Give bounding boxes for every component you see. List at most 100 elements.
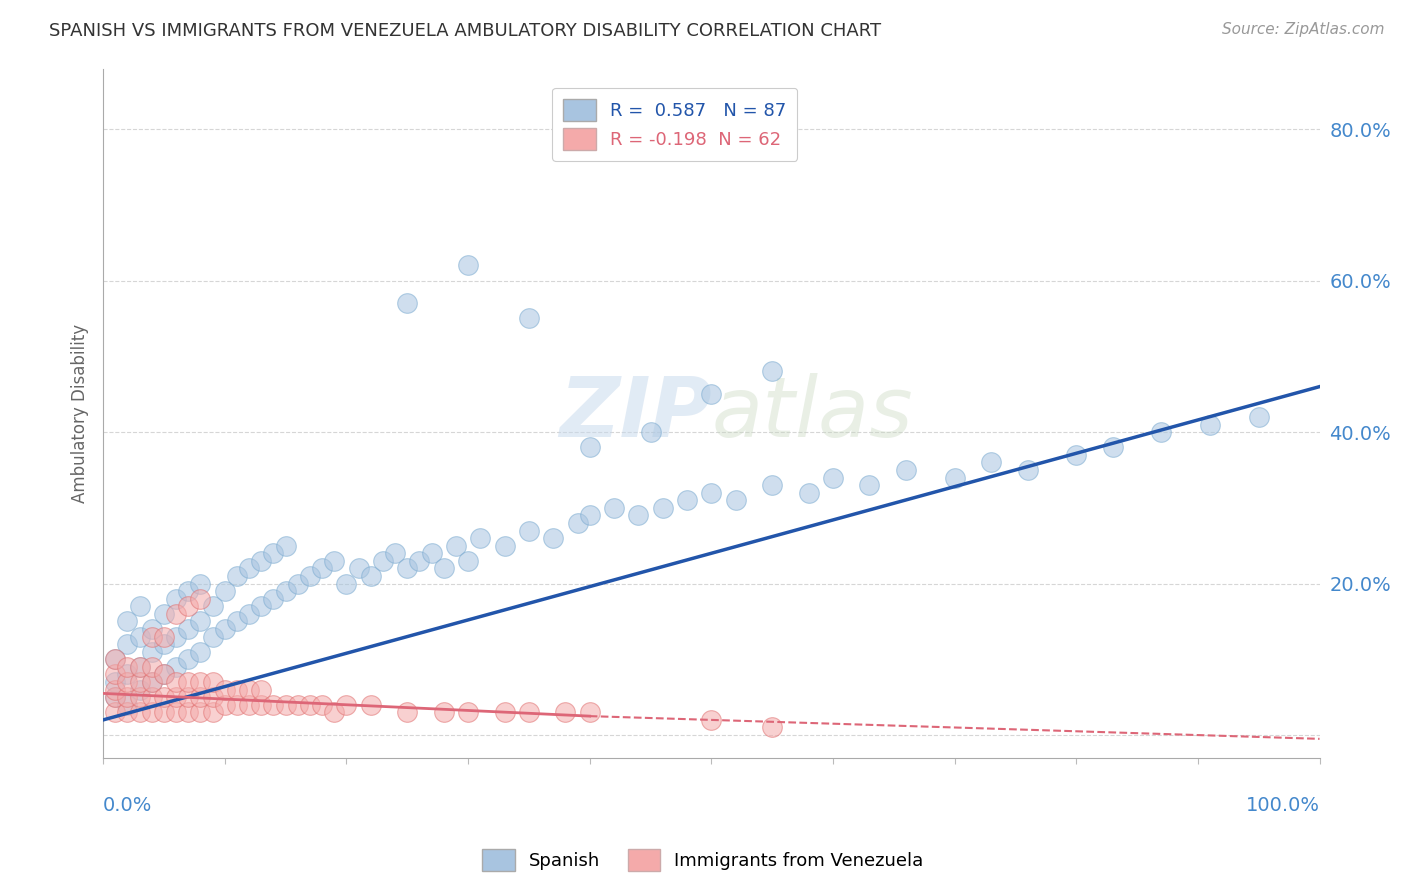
Point — [104, 667, 127, 681]
Point — [360, 569, 382, 583]
Legend: R =  0.587   N = 87, R = -0.198  N = 62: R = 0.587 N = 87, R = -0.198 N = 62 — [553, 88, 797, 161]
Point — [226, 615, 249, 629]
Point — [700, 713, 723, 727]
Point — [165, 660, 187, 674]
Point — [104, 682, 127, 697]
Point — [128, 630, 150, 644]
Point — [651, 500, 673, 515]
Point — [567, 516, 589, 530]
Point — [274, 584, 297, 599]
Point — [128, 675, 150, 690]
Point — [226, 698, 249, 712]
Point — [894, 463, 917, 477]
Point — [311, 698, 333, 712]
Point — [214, 584, 236, 599]
Point — [128, 706, 150, 720]
Point — [1017, 463, 1039, 477]
Point — [262, 591, 284, 606]
Point — [517, 706, 540, 720]
Point — [177, 599, 200, 614]
Point — [335, 576, 357, 591]
Point — [128, 660, 150, 674]
Point — [165, 690, 187, 705]
Point — [177, 690, 200, 705]
Point — [797, 485, 820, 500]
Point — [201, 630, 224, 644]
Point — [117, 637, 139, 651]
Point — [117, 615, 139, 629]
Point — [190, 690, 212, 705]
Point — [104, 675, 127, 690]
Point — [238, 561, 260, 575]
Point — [226, 682, 249, 697]
Point — [578, 706, 600, 720]
Point — [117, 660, 139, 674]
Point — [700, 485, 723, 500]
Point — [517, 311, 540, 326]
Point — [1150, 425, 1173, 439]
Point — [517, 524, 540, 538]
Point — [274, 698, 297, 712]
Point — [177, 675, 200, 690]
Point — [141, 660, 163, 674]
Point — [238, 698, 260, 712]
Point — [141, 690, 163, 705]
Point — [408, 554, 430, 568]
Point — [117, 675, 139, 690]
Point — [554, 706, 576, 720]
Point — [238, 607, 260, 621]
Point — [214, 682, 236, 697]
Point — [700, 387, 723, 401]
Point — [761, 721, 783, 735]
Point — [250, 698, 273, 712]
Point — [177, 584, 200, 599]
Point — [371, 554, 394, 568]
Point — [153, 637, 176, 651]
Point — [980, 455, 1002, 469]
Point — [190, 576, 212, 591]
Point — [153, 690, 176, 705]
Point — [117, 698, 139, 712]
Point — [153, 630, 176, 644]
Point — [396, 296, 419, 310]
Point — [1064, 448, 1087, 462]
Point — [190, 675, 212, 690]
Point — [117, 667, 139, 681]
Point — [238, 682, 260, 697]
Point — [298, 569, 321, 583]
Point — [190, 615, 212, 629]
Point — [117, 690, 139, 705]
Text: SPANISH VS IMMIGRANTS FROM VENEZUELA AMBULATORY DISABILITY CORRELATION CHART: SPANISH VS IMMIGRANTS FROM VENEZUELA AMB… — [49, 22, 882, 40]
Point — [153, 607, 176, 621]
Point — [201, 675, 224, 690]
Point — [943, 470, 966, 484]
Point — [494, 706, 516, 720]
Point — [177, 706, 200, 720]
Point — [104, 706, 127, 720]
Point — [153, 667, 176, 681]
Point — [444, 539, 467, 553]
Point — [287, 576, 309, 591]
Point — [117, 706, 139, 720]
Point — [724, 493, 747, 508]
Point — [1199, 417, 1222, 432]
Text: atlas: atlas — [711, 373, 912, 454]
Point — [104, 690, 127, 705]
Y-axis label: Ambulatory Disability: Ambulatory Disability — [72, 324, 89, 503]
Point — [141, 706, 163, 720]
Point — [262, 698, 284, 712]
Point — [396, 706, 419, 720]
Text: 0.0%: 0.0% — [103, 796, 152, 814]
Point — [433, 561, 456, 575]
Point — [165, 706, 187, 720]
Point — [104, 652, 127, 666]
Point — [821, 470, 844, 484]
Text: 100.0%: 100.0% — [1246, 796, 1319, 814]
Point — [128, 682, 150, 697]
Point — [360, 698, 382, 712]
Legend: Spanish, Immigrants from Venezuela: Spanish, Immigrants from Venezuela — [475, 842, 931, 879]
Point — [1101, 440, 1123, 454]
Point — [165, 591, 187, 606]
Point — [457, 706, 479, 720]
Point — [201, 599, 224, 614]
